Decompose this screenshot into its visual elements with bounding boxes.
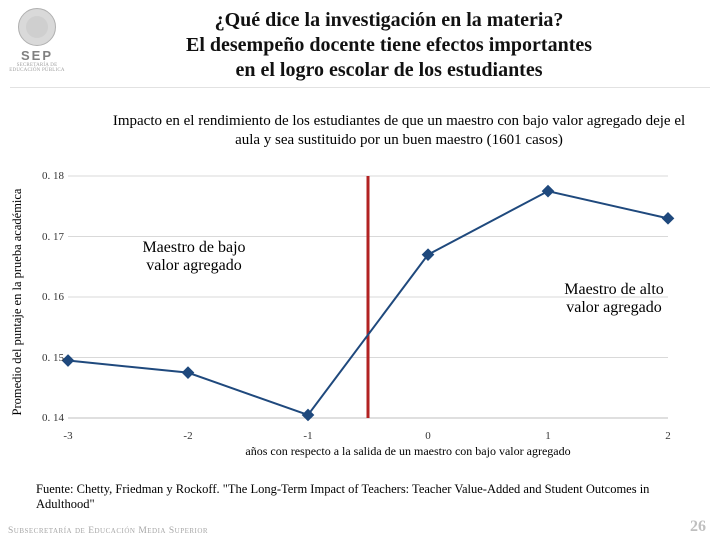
x-tick-label: -2: [183, 430, 192, 442]
x-axis-label: años con respecto a la salida de un maes…: [128, 444, 688, 459]
y-tick-label: 0. 17: [42, 231, 64, 243]
title-line-2: El desempeño docente tiene efectos impor…: [68, 33, 710, 58]
source-citation: Fuente: Chetty, Friedman y Rockoff. "The…: [36, 482, 676, 512]
slide: SEP SECRETARÍA DE EDUCACIÓN PÚBLICA ¿Qué…: [0, 0, 720, 540]
x-tick-label: 1: [545, 430, 551, 442]
title-line-1: ¿Qué dice la investigación en la materia…: [68, 8, 710, 33]
y-tick-label: 0. 15: [42, 352, 64, 364]
y-axis-label: Promedio del puntaje en la prueba académ…: [10, 172, 25, 432]
chart-annotation: Maestro de bajovalor agregado: [119, 239, 269, 276]
title-block: ¿Qué dice la investigación en la materia…: [68, 8, 710, 83]
x-tick-label: -3: [63, 430, 72, 442]
header: SEP SECRETARÍA DE EDUCACIÓN PÚBLICA ¿Qué…: [0, 0, 720, 83]
page-number: 26: [690, 518, 706, 536]
sep-acronym: SEP: [6, 48, 68, 63]
logo-block: SEP SECRETARÍA DE EDUCACIÓN PÚBLICA: [6, 8, 68, 73]
chart-title: Impacto en el rendimiento de los estudia…: [104, 112, 694, 150]
chart-annotation: Maestro de altovalor agregado: [539, 281, 689, 318]
divider: [10, 87, 710, 88]
mexico-seal-icon: [18, 8, 56, 46]
title-line-3: en el logro escolar de los estudiantes: [68, 58, 710, 83]
y-tick-label: 0. 16: [42, 291, 64, 303]
y-tick-label: 0. 18: [42, 170, 64, 182]
footer-bar: Subsecretaría de Educación Media Superio…: [0, 516, 720, 540]
sep-full-name: SECRETARÍA DE EDUCACIÓN PÚBLICA: [6, 63, 68, 73]
chart: Impacto en el rendimiento de los estudia…: [16, 112, 704, 462]
x-tick-label: 2: [665, 430, 671, 442]
footer-org: Subsecretaría de Educación Media Superio…: [8, 526, 208, 536]
y-tick-label: 0. 14: [42, 412, 64, 424]
x-tick-label: 0: [425, 430, 431, 442]
x-tick-label: -1: [303, 430, 312, 442]
